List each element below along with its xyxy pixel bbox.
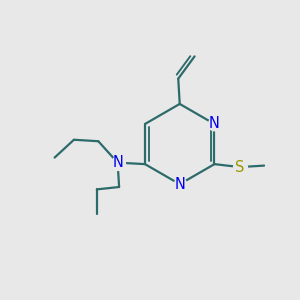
Text: N: N [112, 155, 123, 170]
Text: N: N [209, 116, 220, 131]
Text: N: N [174, 177, 185, 192]
Text: S: S [235, 160, 244, 175]
